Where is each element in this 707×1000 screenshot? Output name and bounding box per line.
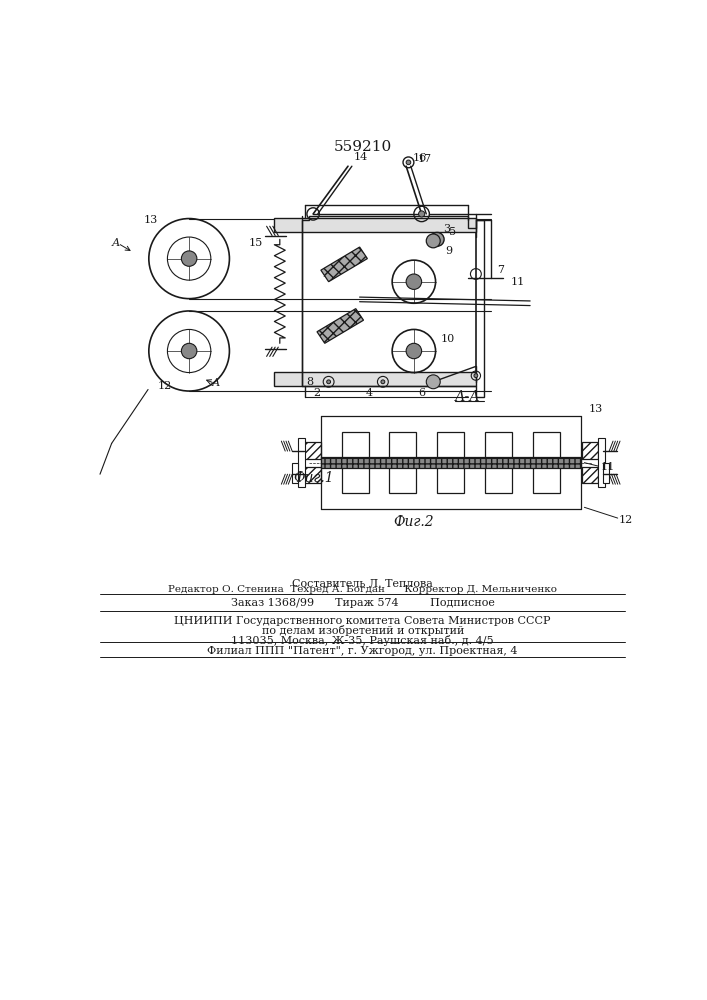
Text: 13: 13: [144, 215, 158, 225]
Bar: [485, 432, 512, 463]
Bar: [304, 466, 321, 483]
Text: 5: 5: [449, 227, 456, 237]
Text: 2: 2: [313, 388, 320, 398]
Circle shape: [327, 380, 331, 384]
Circle shape: [419, 211, 425, 217]
Bar: [304, 442, 321, 459]
Bar: [485, 463, 512, 493]
Text: 113035, Москва, Ж-35, Раушская наб., д. 4/5: 113035, Москва, Ж-35, Раушская наб., д. …: [231, 635, 494, 646]
Text: А: А: [212, 378, 221, 388]
Bar: [298, 438, 305, 487]
Bar: [390, 432, 416, 463]
Bar: [597, 438, 605, 487]
Text: 12: 12: [157, 381, 172, 391]
Bar: [582, 442, 597, 459]
Bar: [603, 463, 609, 483]
Text: 13: 13: [588, 404, 602, 414]
Text: Составитель Л. Теплова: Составитель Л. Теплова: [292, 579, 433, 589]
Bar: [437, 432, 464, 463]
Text: ЦНИИПИ Государственного комитета Совета Министров СССР: ЦНИИПИ Государственного комитета Совета …: [175, 616, 551, 626]
Text: 7: 7: [498, 265, 505, 275]
Text: 9: 9: [445, 246, 452, 256]
Bar: [532, 432, 560, 463]
Text: 8: 8: [306, 377, 313, 387]
Text: 11: 11: [601, 462, 615, 472]
Text: 14: 14: [354, 152, 368, 162]
Bar: [292, 463, 298, 483]
Bar: [341, 463, 368, 493]
Circle shape: [182, 251, 197, 266]
Circle shape: [474, 374, 478, 378]
Text: Фиг.2: Фиг.2: [394, 515, 434, 529]
Circle shape: [430, 232, 444, 246]
Text: 4: 4: [366, 388, 373, 398]
Bar: [390, 463, 416, 493]
Circle shape: [381, 380, 385, 384]
Bar: [582, 466, 597, 483]
Text: 3: 3: [443, 224, 450, 234]
Circle shape: [406, 343, 421, 359]
Bar: [437, 463, 464, 493]
Text: 16: 16: [412, 153, 426, 163]
Text: 10: 10: [441, 334, 455, 344]
Text: 11: 11: [510, 277, 525, 287]
Text: 17: 17: [418, 153, 432, 163]
Circle shape: [182, 343, 197, 359]
Circle shape: [406, 274, 421, 289]
Bar: [321, 457, 580, 468]
Bar: [274, 218, 476, 232]
Polygon shape: [321, 247, 368, 282]
Text: Заказ 1368/99      Тираж 574         Подписное: Заказ 1368/99 Тираж 574 Подписное: [230, 598, 495, 608]
Text: 12: 12: [619, 515, 633, 525]
Circle shape: [426, 375, 440, 389]
Text: 15: 15: [248, 238, 263, 248]
Text: 559210: 559210: [334, 140, 392, 154]
Text: Редактор О. Стенина  Техред А. Богдан      Корректор Д. Мельниченко: Редактор О. Стенина Техред А. Богдан Кор…: [168, 585, 557, 594]
Circle shape: [406, 160, 411, 165]
Text: 6: 6: [418, 388, 425, 398]
Text: А-А: А-А: [455, 390, 481, 404]
Bar: [274, 372, 476, 386]
Text: Филиал ППП "Патент", г. Ужгород, ул. Проектная, 4: Филиал ППП "Патент", г. Ужгород, ул. Про…: [207, 646, 518, 656]
Text: 1: 1: [322, 269, 329, 279]
Text: Фиг.1: Фиг.1: [293, 471, 334, 485]
Bar: [341, 432, 368, 463]
Polygon shape: [317, 309, 363, 343]
Circle shape: [426, 234, 440, 248]
Text: по делам изобретений и открытий: по делам изобретений и открытий: [262, 625, 464, 636]
Bar: [532, 463, 560, 493]
Text: А: А: [111, 238, 119, 248]
